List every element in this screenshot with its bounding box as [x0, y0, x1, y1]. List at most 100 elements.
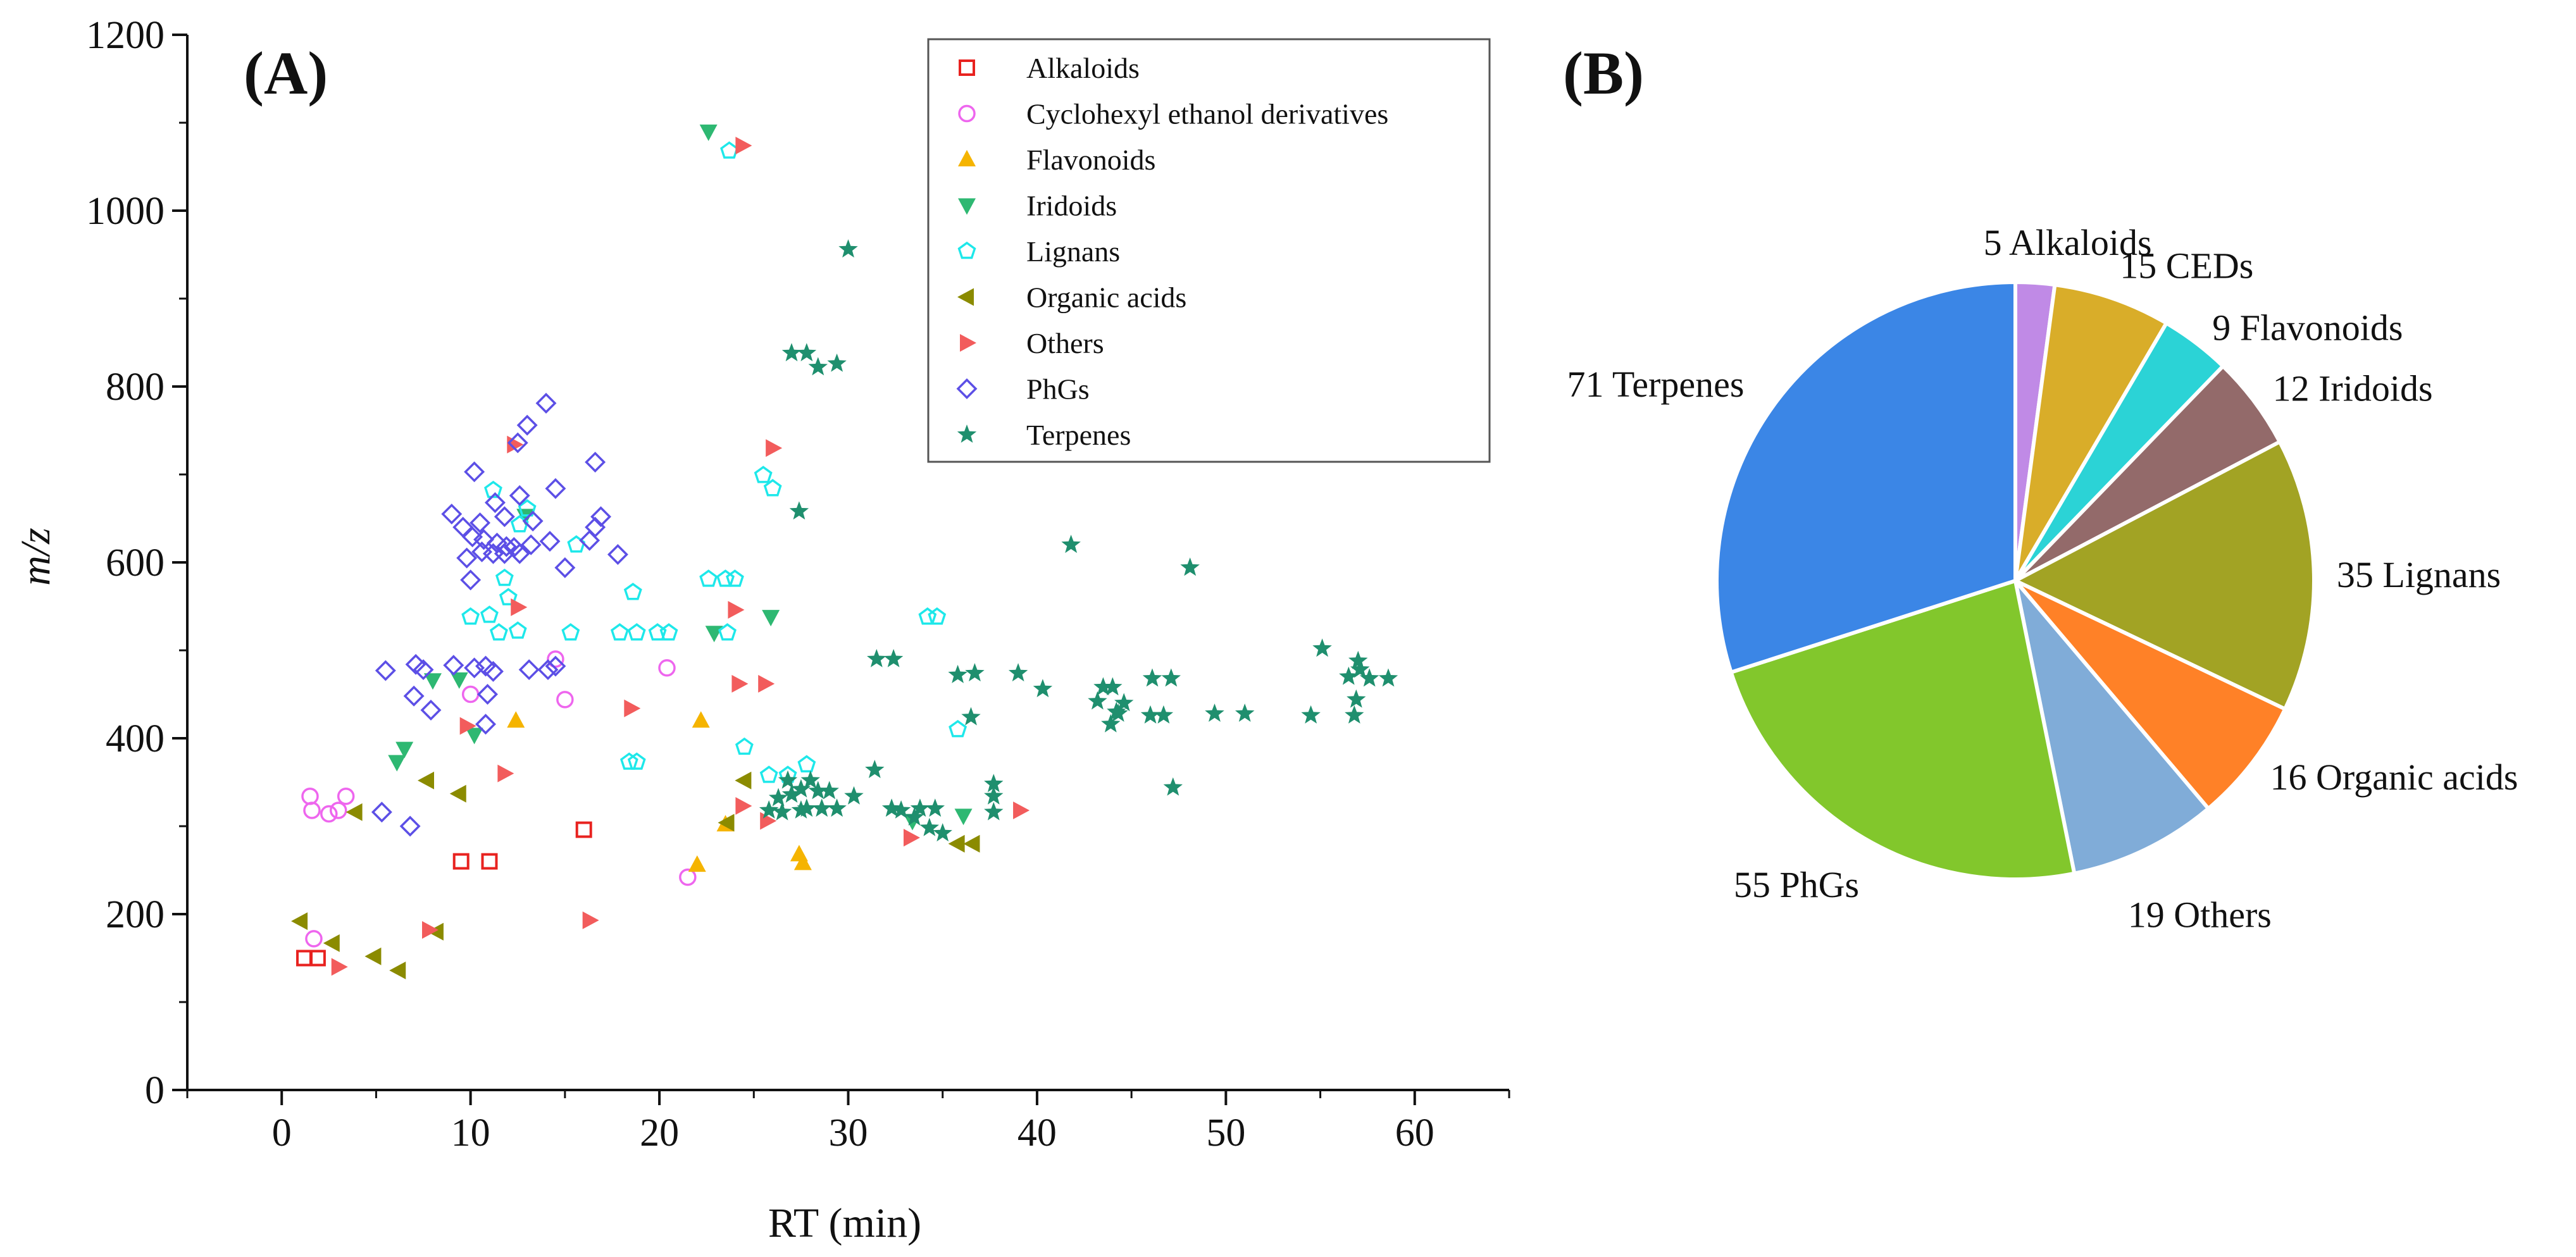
phgs-point — [420, 700, 442, 721]
alkaloids-point — [481, 853, 498, 870]
pie-label-alkaloids: 5 Alkaloids — [1984, 222, 2152, 263]
phgs-point — [403, 685, 425, 707]
terpenes-point — [812, 798, 831, 817]
cyclohexyl-ethanol-derivatives-point — [679, 868, 697, 886]
others-point — [582, 911, 599, 929]
phgs-point — [507, 432, 528, 454]
lignans-point — [510, 515, 529, 533]
iridoids-point — [954, 808, 973, 826]
phgs-point — [495, 536, 517, 557]
scatter-legend: Alkaloids Cyclohexyl ethanol derivatives F… — [927, 38, 1491, 463]
phgs-point — [554, 557, 576, 578]
others-point — [459, 717, 476, 735]
phgs-point — [470, 512, 491, 533]
terpenes-point — [1033, 679, 1053, 698]
terpenes-point — [904, 807, 924, 826]
cyclohexyl-ethanol-derivatives-point — [658, 659, 676, 677]
phgs-point — [475, 714, 496, 735]
panel-b-label: (B) — [1563, 39, 1644, 107]
terpenes-point — [910, 798, 930, 817]
y-tick-label: 800 — [106, 366, 165, 409]
terpenes-point — [1312, 638, 1332, 657]
terpenes-point — [791, 779, 811, 798]
organic-acids-point — [323, 934, 340, 952]
terpenes-point — [865, 760, 885, 778]
x-tick-label: 60 — [1395, 1111, 1434, 1155]
lignans-point — [949, 719, 968, 738]
phgs-point — [607, 544, 628, 565]
iridoids-point — [450, 672, 468, 689]
phgs-point — [460, 569, 482, 591]
y-axis-title: m/z — [13, 528, 59, 586]
iridoids-point — [465, 728, 483, 745]
terpenes-point — [1235, 703, 1255, 722]
flavonoids-point — [793, 853, 812, 870]
flavonoids-point — [688, 855, 706, 872]
alkaloids-point — [575, 821, 592, 838]
legend-label-terpenes: Terpenes — [1026, 419, 1131, 451]
terpenes-point — [759, 800, 779, 819]
terpenes-point — [1205, 703, 1224, 722]
terpenes-point — [919, 817, 939, 836]
iridoids-point — [395, 741, 414, 759]
legend-label-alkaloids: Alkaloids — [1026, 52, 1140, 84]
phgs-point — [473, 529, 495, 550]
terpenes-point — [933, 823, 952, 842]
lignans-point — [918, 607, 937, 625]
cyclohexyl-ethanol-derivatives-point — [547, 650, 564, 668]
lignans-point — [797, 755, 816, 772]
iridoids-point — [762, 610, 780, 627]
phgs-point — [494, 543, 515, 564]
others-point — [728, 601, 745, 619]
phgs-point — [494, 506, 515, 528]
legend-marker-others — [960, 334, 976, 352]
pie-slice-terpenes — [1714, 280, 2017, 675]
pie-label-terpenes: 71 Terpenes — [1567, 364, 1744, 405]
organic-acids-point — [418, 771, 435, 789]
terpenes-point — [965, 663, 985, 682]
others-point — [758, 674, 775, 693]
phgs-point — [509, 485, 530, 506]
terpenes-point — [844, 786, 864, 805]
others-point — [766, 439, 783, 457]
phgs-point — [535, 392, 557, 414]
organic-acids-point — [948, 834, 965, 853]
legend-label-organic-acids: Organic acids — [1026, 282, 1186, 314]
legend-marker-terpenes — [957, 424, 977, 443]
others-point — [1013, 801, 1030, 819]
flavonoids-point — [692, 711, 710, 728]
iridoids-point — [423, 673, 442, 690]
lignans-point — [718, 623, 737, 641]
legend-marker-alkaloids — [959, 59, 975, 76]
lignans-point — [461, 607, 480, 625]
others-point — [735, 137, 752, 155]
legend-marker-iridoids — [958, 198, 976, 215]
lignans-point — [518, 499, 537, 517]
organic-acids-point — [449, 784, 466, 803]
others-point — [903, 829, 920, 847]
terpenes-point — [867, 648, 887, 667]
phgs-point — [375, 660, 396, 681]
phgs-point — [516, 414, 538, 436]
phgs-point — [464, 461, 485, 483]
organic-acids-point — [426, 922, 444, 941]
terpenes-point — [925, 798, 945, 817]
lignans-point — [610, 623, 629, 641]
lignans-point — [928, 607, 947, 625]
pie-slice-ceds — [2013, 282, 2169, 582]
terpenes-point — [819, 781, 839, 800]
terpenes-point — [1061, 535, 1081, 554]
terpenes-point — [1154, 705, 1174, 724]
pie-label-phgs: 55 PhGs — [1734, 864, 1859, 905]
terpenes-point — [1114, 693, 1134, 712]
legend-marker-flavonoids — [958, 150, 976, 166]
alkaloids-point — [296, 950, 313, 967]
others-point — [731, 674, 749, 693]
terpenes-point — [1348, 650, 1368, 669]
terpenes-point — [984, 802, 1004, 820]
lignans-point — [627, 752, 646, 770]
others-point — [331, 958, 348, 976]
x-tick-label: 20 — [640, 1111, 679, 1155]
